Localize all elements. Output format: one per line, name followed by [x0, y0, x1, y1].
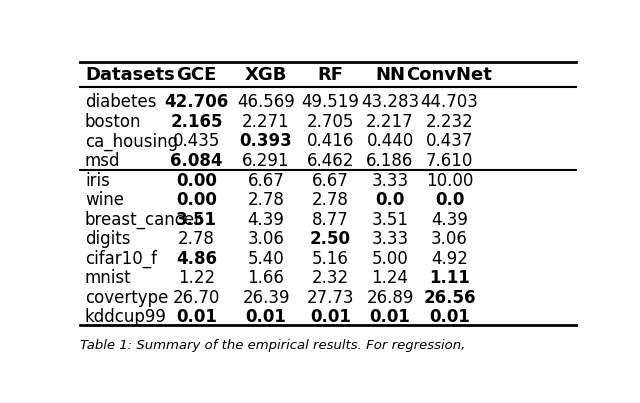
Text: 10.00: 10.00	[426, 172, 473, 189]
Text: 1.11: 1.11	[429, 269, 470, 287]
Text: 1.22: 1.22	[178, 269, 215, 287]
Text: 0.01: 0.01	[369, 308, 410, 326]
Text: 2.705: 2.705	[307, 113, 354, 131]
Text: 4.39: 4.39	[431, 211, 468, 229]
Text: mnist: mnist	[85, 269, 132, 287]
Text: boston: boston	[85, 113, 141, 131]
Text: 2.271: 2.271	[242, 113, 290, 131]
Text: covertype: covertype	[85, 289, 168, 307]
Text: diabetes: diabetes	[85, 93, 156, 111]
Text: 4.39: 4.39	[248, 211, 284, 229]
Text: 0.440: 0.440	[366, 133, 413, 150]
Text: breast_cancer: breast_cancer	[85, 211, 202, 229]
Text: msd: msd	[85, 152, 120, 170]
Text: 0.00: 0.00	[176, 172, 217, 189]
Text: 26.89: 26.89	[366, 289, 413, 307]
Text: 0.435: 0.435	[173, 133, 220, 150]
Text: 3.06: 3.06	[248, 230, 284, 248]
Text: 27.73: 27.73	[307, 289, 354, 307]
Text: 4.86: 4.86	[176, 250, 217, 268]
Text: 26.39: 26.39	[243, 289, 290, 307]
Text: digits: digits	[85, 230, 131, 248]
Text: NN: NN	[375, 66, 405, 84]
Text: 7.610: 7.610	[426, 152, 473, 170]
Text: 43.283: 43.283	[361, 93, 419, 111]
Text: 6.291: 6.291	[243, 152, 290, 170]
Text: Table 1: Summary of the empirical results. For regression,: Table 1: Summary of the empirical result…	[80, 339, 465, 352]
Text: 49.519: 49.519	[301, 93, 360, 111]
Text: 44.703: 44.703	[420, 93, 479, 111]
Text: 2.217: 2.217	[366, 113, 414, 131]
Text: 0.00: 0.00	[176, 191, 217, 209]
Text: ConvNet: ConvNet	[406, 66, 492, 84]
Text: 0.393: 0.393	[239, 133, 292, 150]
Text: 5.00: 5.00	[372, 250, 408, 268]
Text: 8.77: 8.77	[312, 211, 349, 229]
Text: wine: wine	[85, 191, 124, 209]
Text: cifar10_f: cifar10_f	[85, 250, 157, 268]
Text: 3.51: 3.51	[176, 211, 217, 229]
Text: kddcup99: kddcup99	[85, 308, 167, 326]
Text: 2.78: 2.78	[312, 191, 349, 209]
Text: 2.232: 2.232	[426, 113, 474, 131]
Text: 6.67: 6.67	[312, 172, 349, 189]
Text: 3.33: 3.33	[371, 230, 408, 248]
Text: 26.70: 26.70	[173, 289, 220, 307]
Text: ca_housing: ca_housing	[85, 133, 178, 151]
Text: 0.01: 0.01	[246, 308, 287, 326]
Text: 0.416: 0.416	[307, 133, 354, 150]
Text: 26.56: 26.56	[423, 289, 476, 307]
Text: 5.16: 5.16	[312, 250, 349, 268]
Text: RF: RF	[317, 66, 344, 84]
Text: 0.0: 0.0	[375, 191, 404, 209]
Text: 0.437: 0.437	[426, 133, 473, 150]
Text: XGB: XGB	[245, 66, 287, 84]
Text: 1.24: 1.24	[371, 269, 408, 287]
Text: 2.78: 2.78	[178, 230, 215, 248]
Text: Datasets: Datasets	[85, 66, 175, 84]
Text: 2.165: 2.165	[170, 113, 223, 131]
Text: 4.92: 4.92	[431, 250, 468, 268]
Text: 0.01: 0.01	[310, 308, 351, 326]
Text: 6.462: 6.462	[307, 152, 354, 170]
Text: 46.569: 46.569	[237, 93, 295, 111]
Text: 2.78: 2.78	[248, 191, 284, 209]
Text: 3.33: 3.33	[371, 172, 408, 189]
Text: 2.50: 2.50	[310, 230, 351, 248]
Text: 1.66: 1.66	[248, 269, 284, 287]
Text: 0.01: 0.01	[429, 308, 470, 326]
Text: 0.0: 0.0	[435, 191, 464, 209]
Text: 6.084: 6.084	[170, 152, 223, 170]
Text: 2.32: 2.32	[312, 269, 349, 287]
Text: 6.67: 6.67	[248, 172, 284, 189]
Text: 3.06: 3.06	[431, 230, 468, 248]
Text: iris: iris	[85, 172, 110, 189]
Text: 42.706: 42.706	[164, 93, 228, 111]
Text: 3.51: 3.51	[371, 211, 408, 229]
Text: 5.40: 5.40	[248, 250, 284, 268]
Text: GCE: GCE	[177, 66, 217, 84]
Text: 0.01: 0.01	[176, 308, 217, 326]
Text: 6.186: 6.186	[366, 152, 413, 170]
